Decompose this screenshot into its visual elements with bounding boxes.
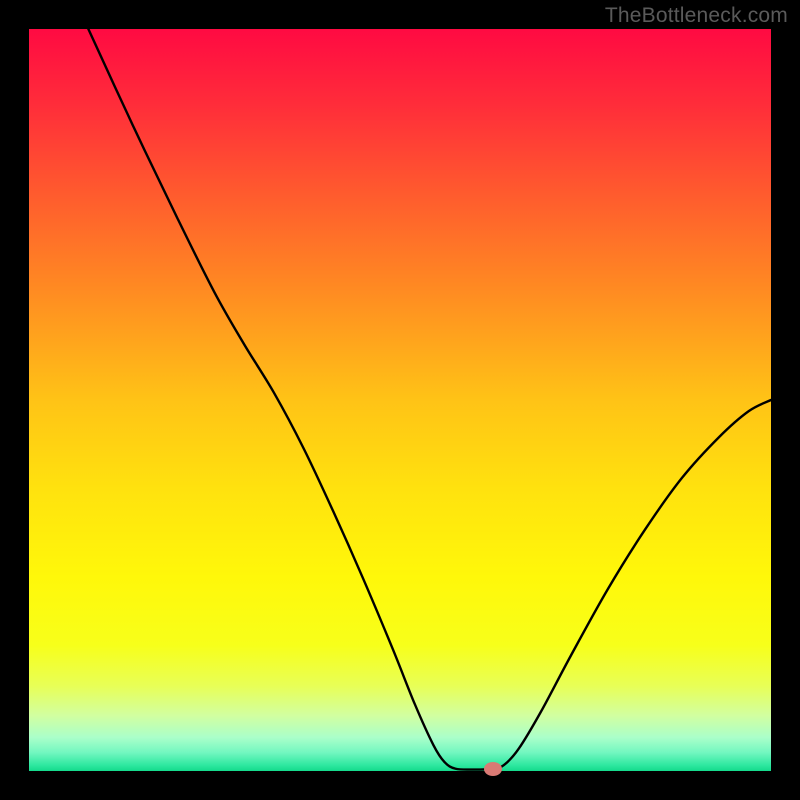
chart-curve-layer	[29, 29, 771, 771]
watermark-text: TheBottleneck.com	[605, 4, 788, 28]
chart-plot-area	[29, 29, 771, 771]
optimal-point-marker	[484, 762, 502, 776]
bottleneck-curve	[88, 29, 771, 770]
